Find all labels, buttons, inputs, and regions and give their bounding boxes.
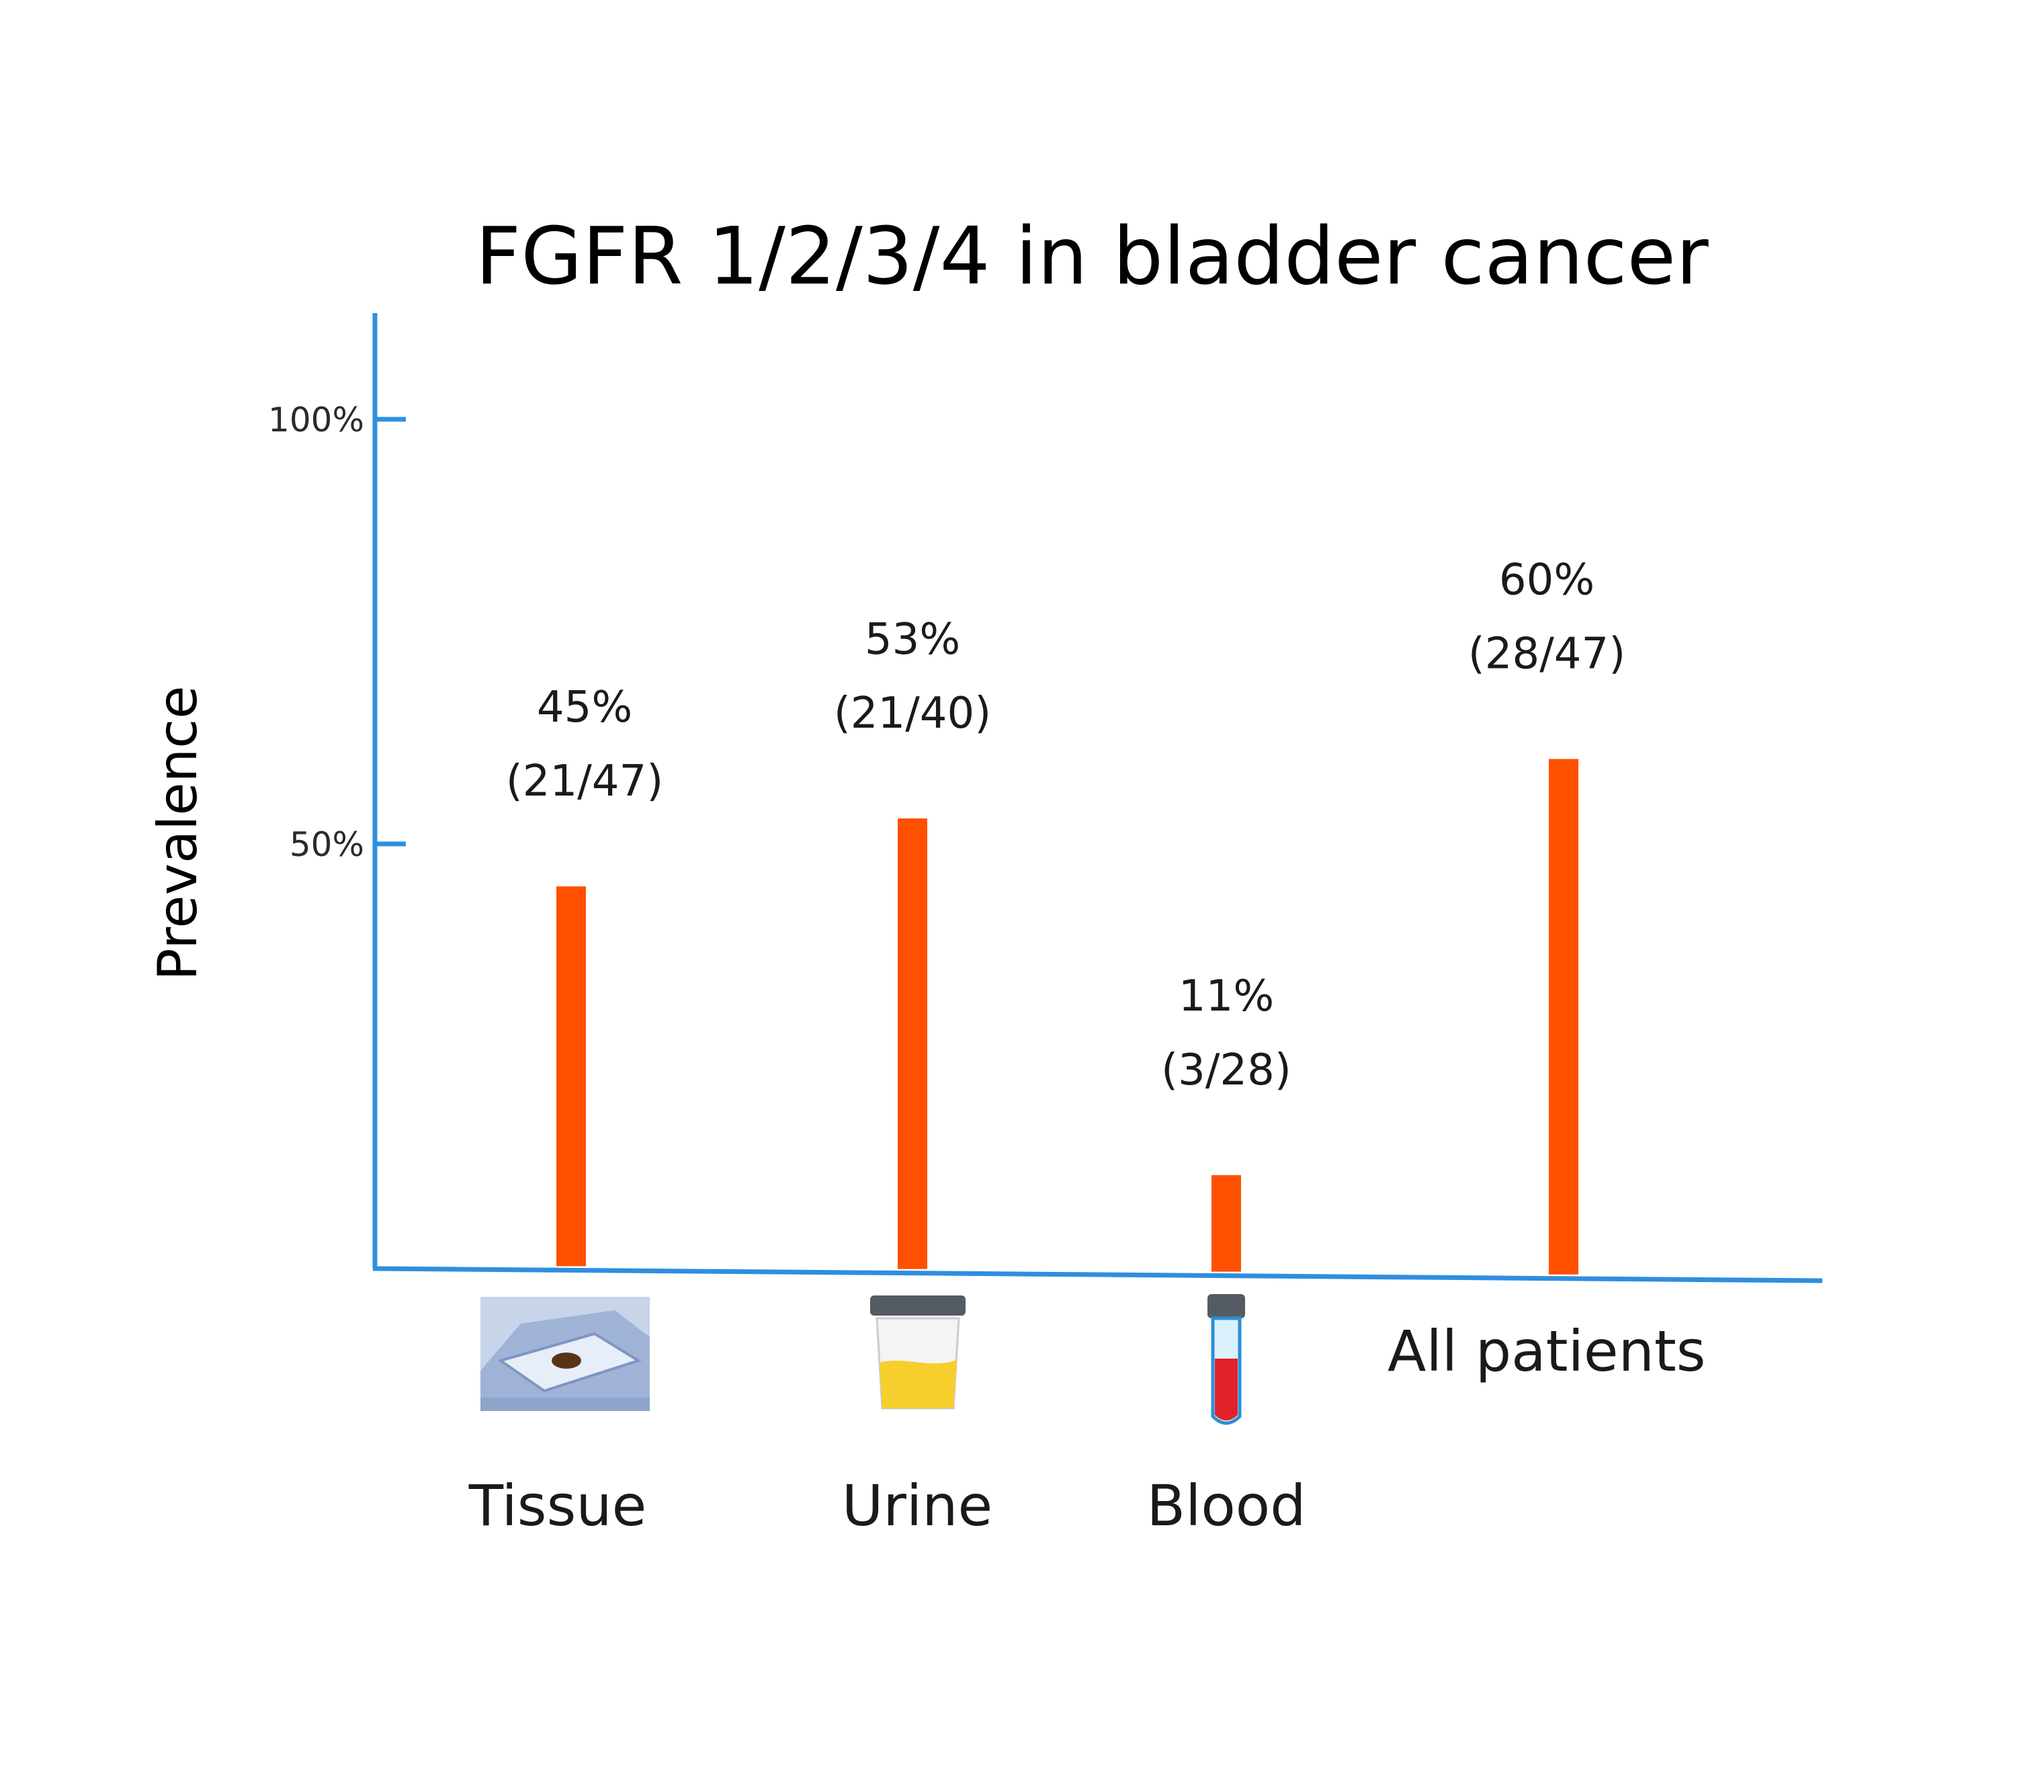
bar (898, 818, 927, 1269)
data-label-count: (28/47) (1468, 630, 1625, 679)
axes (372, 313, 1823, 1283)
bar (1549, 759, 1578, 1275)
chart-title: FGFR 1/2/3/4 in bladder cancer (475, 210, 1709, 302)
x-axis-line (372, 1266, 1823, 1283)
bars (556, 759, 1578, 1275)
category-label: All patients (1388, 1318, 1706, 1384)
data-label-value: 53% (865, 615, 960, 665)
y-tick-label: 50% (290, 825, 364, 864)
data-label-value: 11% (1179, 972, 1274, 1021)
category-label: Urine (842, 1473, 992, 1539)
bar (556, 886, 586, 1267)
bar (1211, 1175, 1241, 1272)
data-label-count: (21/47) (506, 757, 663, 806)
y-ticks: 100% 50% (268, 400, 406, 864)
y-axis-label: Prevalence (146, 686, 209, 981)
tissue-slide-icon (480, 1297, 650, 1411)
data-label-value: 60% (1499, 556, 1594, 605)
category-labels: Tissue Urine Blood All patients (468, 1318, 1706, 1539)
data-labels: 45% (21/47) 53% (21/40) 11% (3/28) 60% (28/47) (506, 556, 1625, 1095)
data-label-count: (21/40) (834, 689, 991, 738)
category-label: Tissue (468, 1473, 647, 1539)
category-label: Blood (1146, 1473, 1306, 1539)
y-tick-label: 100% (268, 400, 364, 439)
blood-tube-icon (1207, 1294, 1245, 1425)
data-label-value: 45% (537, 683, 632, 732)
data-label-count: (3/28) (1161, 1046, 1291, 1095)
urine-cup-icon (870, 1295, 966, 1410)
